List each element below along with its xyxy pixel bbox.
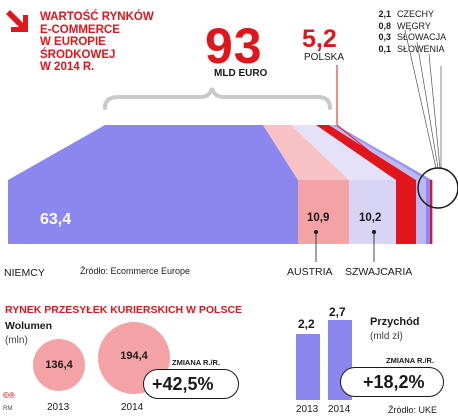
switzerland-top-face: [291, 125, 396, 180]
revenue-label: Przychód: [370, 316, 420, 328]
szwajcaria-label: SZWAJCARIA: [345, 266, 413, 278]
volume-2013-circle: [33, 339, 85, 391]
rest-top-face: [333, 125, 432, 180]
volume-unit: (mln): [5, 335, 28, 346]
volume-change-pill: [143, 369, 239, 399]
bar-slowacja: [430, 180, 432, 244]
revenue-year-2013: 2013: [296, 404, 319, 415]
bar-austria: [298, 180, 349, 244]
poland-label: POLSKA: [304, 52, 345, 63]
total-unit: MLD EURO: [214, 68, 268, 79]
austria-top-face: [263, 125, 349, 180]
austria-label: AUSTRIA: [287, 266, 333, 278]
small-leader-2: [416, 41, 439, 169]
publisher-logo: ©℗: [3, 391, 15, 400]
author-initials: RM: [3, 406, 13, 412]
poland-leader-line-diag: [336, 124, 406, 181]
chart-title: WARTOŚĆ RYNKÓW E-COMMERCE W EUROPIE ŚROD…: [40, 11, 154, 74]
germany-top-face: [8, 125, 298, 180]
revenue-2014-value: 2,7: [329, 305, 346, 319]
courier-section-title: RYNEK PRZESYŁEK KURIERSKICH W POLSCE: [5, 304, 243, 316]
magnifier-circle: [417, 167, 458, 209]
bar-niemcy: [8, 180, 298, 244]
brace: [103, 87, 332, 110]
top-source: Źródło: Ecommerce Europe: [80, 266, 191, 276]
revenue-year-2014: 2014: [328, 404, 351, 415]
volume-change-value: +42,5%: [152, 374, 214, 394]
revenue-change-value: +18,2%: [363, 372, 425, 392]
bar-czechy: [416, 180, 426, 244]
legend-row-slowenia: 0,1 SŁOWENIA: [378, 43, 445, 54]
poland-top-face: [316, 125, 416, 180]
niemcy-value: 63,4: [40, 211, 72, 228]
legend-row-wegry: 0,8 WĘGRY: [378, 20, 431, 31]
arrow-down-right-icon: [6, 10, 28, 32]
small-markets-legend: 2,1 CZECHY 0,8 WĘGRY 0,3 SŁOWACJA 0,1 SŁOWEN…: [368, 9, 446, 55]
revenue-change-label: ZMIANA R./R.: [386, 356, 435, 365]
austria-dot: [314, 230, 318, 234]
ecommerce-bar-chart: [8, 29, 458, 262]
legend-row-czechy: 2,1 CZECHY: [378, 9, 435, 19]
bar-wegry: [426, 180, 430, 244]
legend-row-slowacja: 0,3 SŁOWACJA: [378, 32, 447, 42]
volume-2014-value: 194,4: [120, 350, 148, 362]
bar-polska: [396, 180, 416, 244]
volume-change-label: ZMIANA R./R.: [172, 358, 221, 367]
small-leader-1: [404, 29, 437, 169]
volume-2013-value: 136,4: [45, 359, 73, 371]
austria-value: 10,9: [307, 212, 330, 224]
revenue-2013-value: 2,2: [298, 317, 315, 331]
switzerland-dot: [372, 230, 376, 234]
szwajcaria-value: 10,2: [359, 212, 382, 224]
bar-slowenia: [432, 180, 433, 244]
volume-year-2013: 2013: [47, 402, 70, 413]
revenue-change-pill: [340, 367, 444, 397]
volume-year-2014: 2014: [121, 402, 144, 413]
small-leader-3: [428, 53, 441, 169]
poland-value: 5,2: [302, 25, 337, 53]
volume-label: Wolumen: [5, 320, 53, 332]
niemcy-label: NIEMCY: [4, 267, 45, 279]
bottom-source: Źródło: UKE: [388, 405, 438, 415]
total-value: 93: [205, 18, 263, 74]
revenue-unit: (mld zł): [370, 331, 403, 342]
revenue-2013-bar: [296, 334, 320, 400]
bar-szwajcaria: [349, 180, 396, 244]
